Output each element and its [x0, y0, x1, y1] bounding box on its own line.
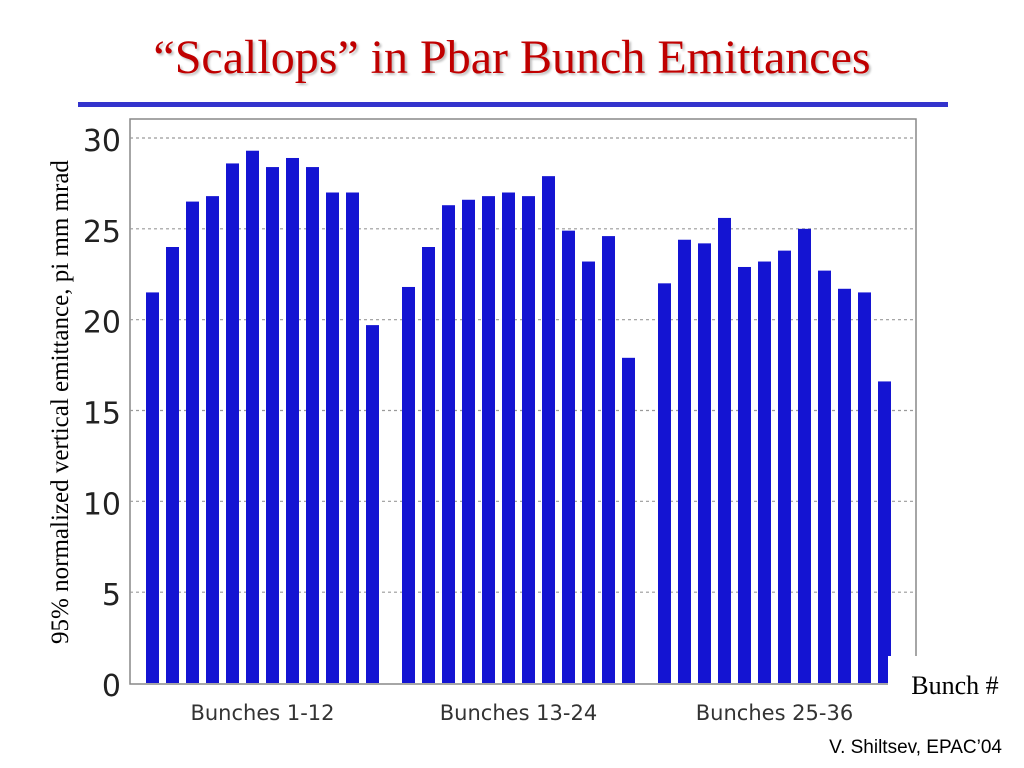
x-axis-label: Bunch #	[888, 656, 1022, 716]
y-tick-label: 0	[102, 669, 121, 704]
slide-title: “Scallops” in Pbar Bunch Emittances	[153, 31, 871, 84]
group-label: Bunches 13-24	[440, 701, 597, 725]
bar	[658, 283, 671, 683]
bar	[878, 381, 891, 683]
bar	[326, 192, 339, 683]
y-tick-labels: 0 5 10 15 20 25 30	[83, 124, 121, 704]
plot-area-frame	[129, 118, 917, 685]
bar	[266, 167, 279, 684]
bar	[482, 196, 495, 683]
bar	[698, 243, 711, 683]
bar	[186, 201, 199, 684]
y-tick-label: 5	[102, 578, 121, 613]
bar	[818, 270, 831, 683]
bar	[582, 261, 595, 683]
bar	[422, 247, 435, 683]
y-tick-label: 20	[83, 306, 121, 341]
bars	[146, 150, 891, 684]
bar	[542, 176, 555, 683]
bar	[346, 192, 359, 683]
bar	[402, 286, 415, 683]
bar	[306, 167, 319, 684]
bar	[798, 228, 811, 684]
author-credit: V. Shiltsev, EPAC’04	[829, 737, 1002, 758]
bar	[226, 163, 239, 683]
bar	[522, 196, 535, 683]
bar	[838, 288, 851, 683]
bar	[678, 239, 691, 683]
group-labels: Bunches 1-12 Bunches 13-24 Bunches 25-36	[190, 701, 853, 725]
y-tick-label: 15	[83, 397, 121, 432]
bar	[758, 261, 771, 683]
bar	[738, 266, 751, 683]
bar	[146, 292, 159, 683]
bar	[602, 236, 615, 683]
bar	[562, 230, 575, 683]
bar	[778, 250, 791, 683]
y-tick-label: 30	[83, 124, 121, 159]
bar	[462, 199, 475, 683]
bar	[246, 150, 259, 683]
bar	[502, 192, 515, 683]
bar	[166, 247, 179, 683]
bar	[858, 292, 871, 683]
bar	[206, 196, 219, 683]
group-label: Bunches 1-12	[190, 701, 334, 725]
bar	[622, 357, 635, 683]
y-tick-label: 10	[83, 487, 121, 522]
bar	[442, 205, 455, 683]
title-divider	[78, 102, 948, 107]
bar	[718, 217, 731, 683]
bar	[366, 325, 379, 683]
group-label: Bunches 25-36	[696, 701, 853, 725]
bar	[286, 157, 299, 683]
y-tick-label: 25	[83, 215, 121, 250]
